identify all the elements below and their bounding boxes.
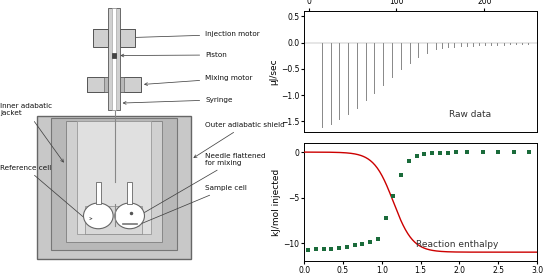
Bar — [112, 8, 116, 110]
Y-axis label: μJ/sec: μJ/sec — [269, 58, 278, 85]
Bar — [93, 29, 135, 38]
Text: Mixing motor: Mixing motor — [145, 75, 253, 86]
Text: Injection motor: Injection motor — [126, 31, 260, 39]
Bar — [96, 182, 101, 204]
Text: Sample cell: Sample cell — [136, 185, 247, 226]
Bar — [66, 121, 162, 242]
Bar — [104, 77, 109, 92]
Text: Reaction enthalpy: Reaction enthalpy — [416, 240, 498, 249]
Bar — [127, 182, 132, 204]
Text: Reference cell: Reference cell — [0, 165, 93, 225]
Bar — [37, 116, 191, 258]
Bar — [112, 53, 116, 58]
Bar — [87, 86, 141, 92]
Bar — [52, 118, 176, 250]
Bar — [77, 121, 151, 234]
Bar — [93, 29, 109, 47]
Text: Inner adabatic
jacket: Inner adabatic jacket — [0, 103, 64, 162]
Text: Raw data: Raw data — [448, 111, 490, 119]
Bar — [87, 77, 109, 92]
Text: Outer adiabatic shield: Outer adiabatic shield — [194, 122, 285, 158]
Bar — [109, 8, 119, 110]
Text: Needle flattened
for mixing: Needle flattened for mixing — [137, 153, 266, 217]
Bar — [119, 77, 141, 92]
Text: Piston: Piston — [121, 52, 227, 58]
Bar — [85, 206, 142, 234]
Ellipse shape — [115, 203, 145, 229]
Text: Syringe: Syringe — [123, 97, 233, 104]
Ellipse shape — [83, 203, 113, 229]
Bar — [119, 29, 135, 47]
Y-axis label: kJ/mol injected: kJ/mol injected — [271, 169, 281, 236]
Bar — [119, 77, 124, 92]
